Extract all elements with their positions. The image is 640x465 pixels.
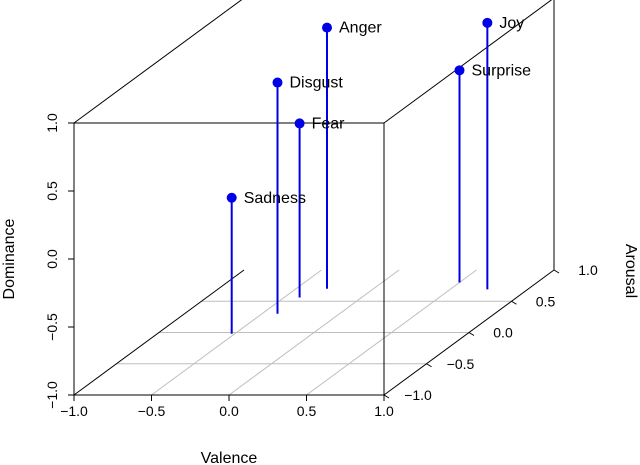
data-point <box>482 17 493 28</box>
point-labels: Sadness Disgust Fear Anger Surprise Joy <box>244 15 531 207</box>
y-axis-label: Arousal <box>622 244 639 298</box>
y-tick <box>553 269 560 274</box>
y-tick-label: 1.0 <box>578 262 598 278</box>
chart-box <box>73 0 555 396</box>
point-label: Fear <box>312 115 346 132</box>
x-tick-label: 1.0 <box>374 403 394 419</box>
tick-labels: −1.0 −0.5 0.0 0.5 1.0 −1.0 −0.5 0.0 0.5 1.0 −1.0 −0… <box>44 113 598 419</box>
z-axis-label: Dominance <box>1 218 18 299</box>
data-points <box>226 17 493 203</box>
y-tick-label: 0.5 <box>536 293 556 309</box>
point-label: Surprise <box>472 62 532 79</box>
box-edge <box>383 0 553 124</box>
z-tick-label: −0.5 <box>44 313 60 341</box>
data-point <box>294 118 305 129</box>
floor-grid <box>116 269 512 396</box>
z-tick-label: −1.0 <box>44 381 60 409</box>
box-edge <box>73 0 243 124</box>
point-label: Sadness <box>244 190 306 207</box>
y-tick <box>511 300 517 305</box>
y-tick-label: 0.0 <box>493 325 513 341</box>
box-edge <box>73 269 245 396</box>
drop-lines <box>230 22 489 334</box>
data-point <box>454 65 465 76</box>
x-tick-label: −1.0 <box>60 403 88 419</box>
z-tick-label: 0.5 <box>44 181 60 201</box>
data-point <box>322 22 332 33</box>
y-tick <box>383 394 390 399</box>
y-tick <box>426 363 432 368</box>
tick-marks <box>68 122 560 401</box>
y-tick <box>468 332 475 336</box>
point-label: Anger <box>339 20 382 37</box>
y-tick-label: −0.5 <box>447 356 475 372</box>
z-tick-label: 1.0 <box>44 113 60 133</box>
data-point <box>272 77 283 88</box>
x-tick-label: 0.5 <box>297 403 317 419</box>
x-tick-label: −0.5 <box>138 403 166 419</box>
y-tick-label: −1.0 <box>404 387 432 403</box>
point-label: Disgust <box>290 75 344 92</box>
point-label: Joy <box>499 15 524 32</box>
x-tick-label: 0.0 <box>219 403 239 419</box>
x-axis-label: Valence <box>201 450 258 465</box>
data-point <box>226 192 237 203</box>
z-tick-label: 0.0 <box>44 249 60 269</box>
